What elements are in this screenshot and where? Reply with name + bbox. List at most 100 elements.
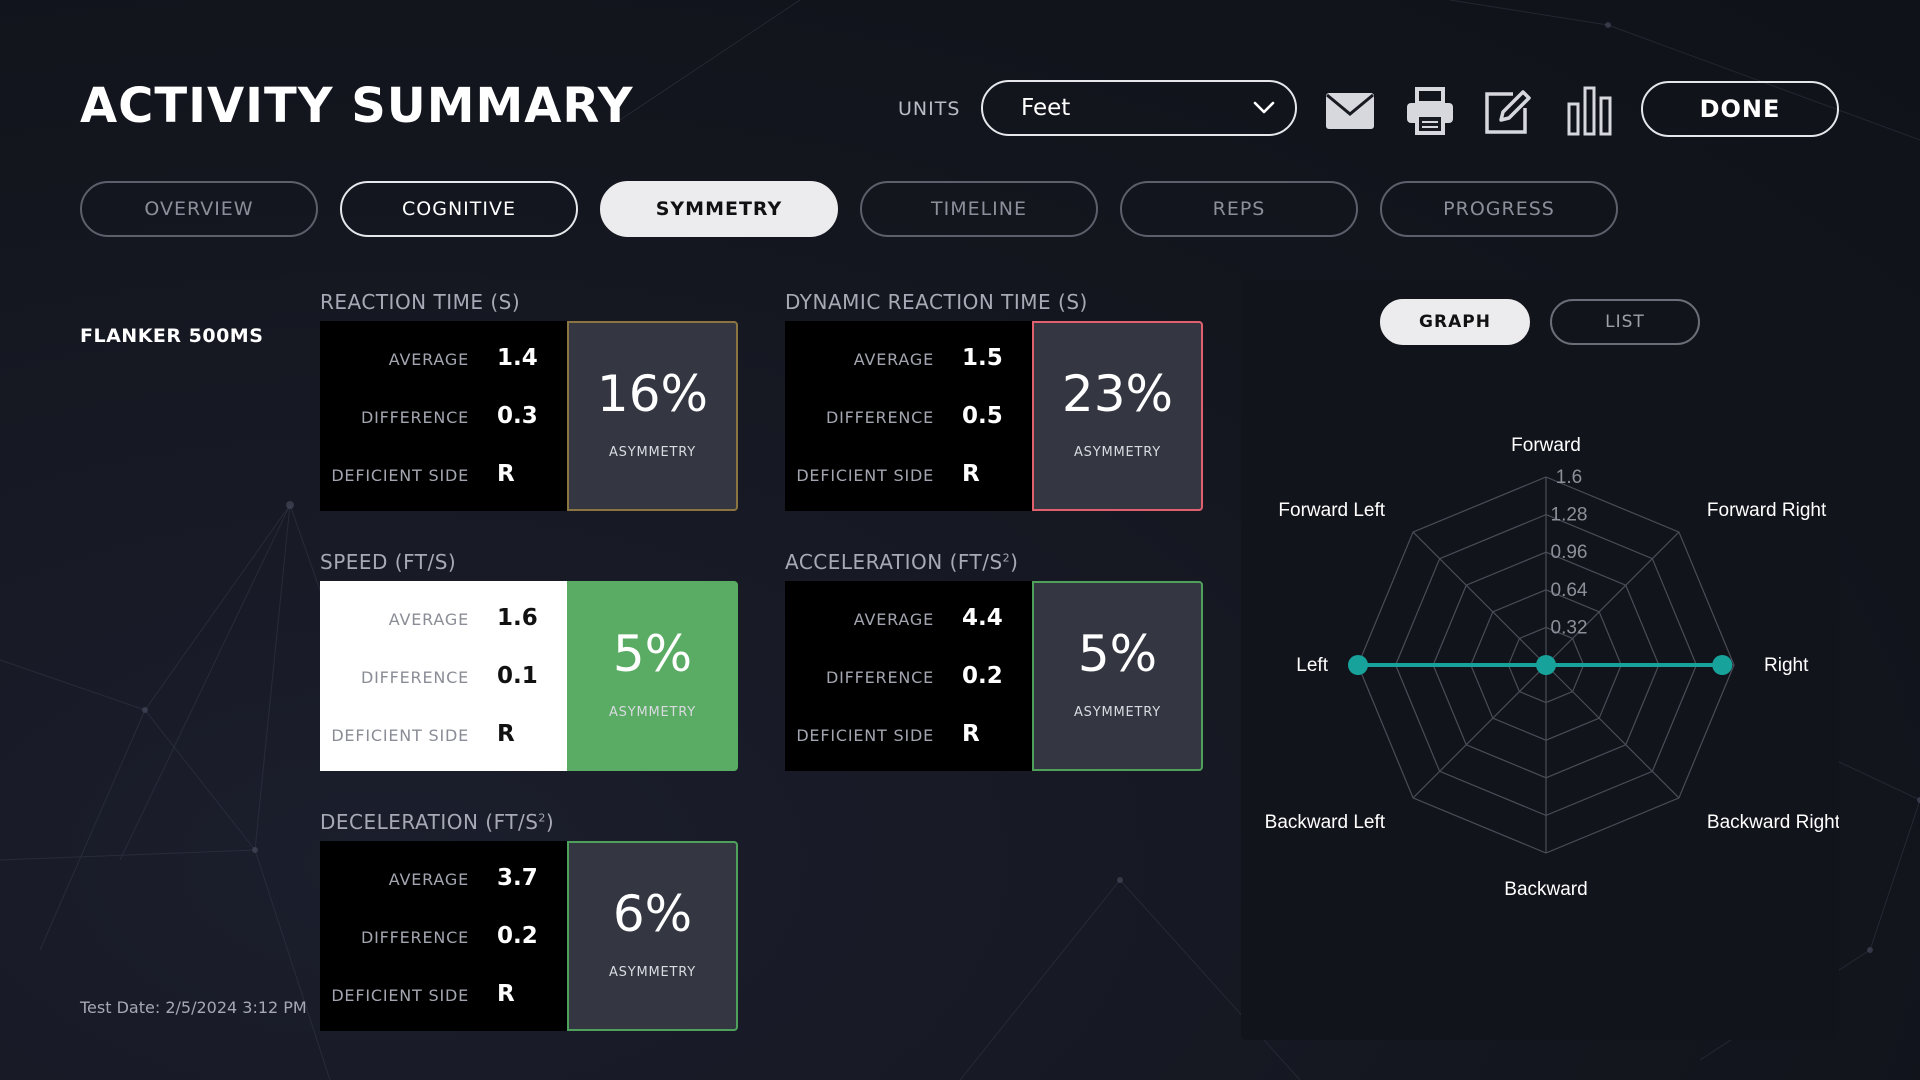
page-title: ACTIVITY SUMMARY [80,78,634,134]
asymmetry-box: 6% ASYMMETRY [567,841,738,1031]
deficient-side-label: DEFICIENT SIDE [331,726,469,745]
difference-label: DIFFERENCE [360,408,469,427]
tab-symmetry[interactable]: SYMMETRY [600,181,838,237]
deficient-side-value: R [497,461,515,487]
chevron-down-icon [1253,95,1275,121]
edit-button[interactable] [1480,83,1536,139]
radar-axis-label: Backward [1504,879,1587,900]
asymmetry-box: 16% ASYMMETRY [567,321,738,511]
asymmetry-box: 5% ASYMMETRY [567,581,738,771]
deficient-side-value: R [962,721,980,747]
tab-reps[interactable]: REPS [1120,181,1358,237]
asymmetry-box: 5% ASYMMETRY [1032,581,1203,771]
radar-axis-line [1412,664,1547,799]
card-stats: AVERAGE 4.4 DIFFERENCE 0.2 DEFICIENT SID… [785,581,1032,771]
asymmetry-value: 23% [1061,364,1174,423]
units-value: Feet [1021,95,1071,121]
test-name: FLANKER 500MS [80,325,264,347]
print-icon [1407,87,1453,135]
radar-axis-label: Forward [1511,435,1581,456]
tab-overview[interactable]: OVERVIEW [80,181,318,237]
asymmetry-label: ASYMMETRY [608,964,696,980]
done-button[interactable]: DONE [1641,81,1839,137]
average-value: 1.6 [497,605,538,631]
radar-axis-label: Right [1764,655,1809,676]
radar-axis-label: Backward Right [1707,812,1839,833]
email-icon [1326,93,1374,129]
radar-data-point [1348,655,1368,675]
asymmetry-value: 5% [1077,624,1158,683]
card-title-speed: SPEED (FT/S) [320,550,457,574]
radar-tick-label: 1.6 [1556,467,1582,488]
radar-tick-label: 0.96 [1551,542,1588,563]
edit-icon [1485,90,1531,134]
deficient-side-label: DEFICIENT SIDE [331,986,469,1005]
card-title-dynamic-reaction-time: DYNAMIC REACTION TIME (S) [785,290,1088,314]
radar-data-point [1712,655,1733,675]
metric-card-acceleration: AVERAGE 4.4 DIFFERENCE 0.2 DEFICIENT SID… [785,581,1203,771]
bar-chart-icon [1567,86,1612,136]
asymmetry-label: ASYMMETRY [608,444,696,460]
radar-axis-label: Forward Left [1278,500,1385,521]
test-date: Test Date: 2/5/2024 3:12 PM [80,998,307,1017]
average-value: 3.7 [497,865,538,891]
radar-chart: 1.6 1.28 0.96 0.64 0.32 Forward Forward Right R… [1265,435,1839,900]
average-value: 4.4 [962,605,1003,631]
metric-card-deceleration: AVERAGE 3.7 DIFFERENCE 0.2 DEFICIENT SID… [320,841,738,1031]
asymmetry-label: ASYMMETRY [1073,704,1161,720]
print-button[interactable] [1402,83,1458,139]
asymmetry-label: ASYMMETRY [1073,444,1161,460]
radar-axis-label: Backward Left [1265,812,1386,833]
radar-center-point [1536,655,1556,675]
average-label: AVERAGE [388,350,469,369]
card-title-reaction-time: REACTION TIME (S) [320,290,521,314]
average-value: 1.4 [497,345,538,371]
deficient-side-label: DEFICIENT SIDE [796,466,934,485]
average-label: AVERAGE [853,350,934,369]
tab-timeline[interactable]: TIMELINE [860,181,1098,237]
asymmetry-value: 5% [612,624,693,683]
average-value: 1.5 [962,345,1003,371]
asymmetry-box: 23% ASYMMETRY [1032,321,1203,511]
average-label: AVERAGE [388,870,469,889]
difference-value: 0.5 [962,403,1003,429]
deficient-side-label: DEFICIENT SIDE [796,726,934,745]
difference-label: DIFFERENCE [360,668,469,687]
asymmetry-value: 6% [612,884,693,943]
units-dropdown[interactable]: Feet [981,80,1297,136]
card-stats: AVERAGE 3.7 DIFFERENCE 0.2 DEFICIENT SID… [320,841,567,1031]
radar-axis-label: Forward Right [1707,500,1827,521]
difference-value: 0.2 [497,923,538,949]
average-label: AVERAGE [853,610,934,629]
difference-value: 0.1 [497,663,538,689]
card-stats: AVERAGE 1.4 DIFFERENCE 0.3 DEFICIENT SID… [320,321,567,511]
radar-axis-label: Left [1296,655,1328,676]
radar-axis-line [1545,531,1680,666]
difference-label: DIFFERENCE [360,928,469,947]
radar-tick-label: 0.64 [1551,580,1588,601]
radar-tick-label: 0.32 [1551,617,1588,638]
graph-toggle-button[interactable]: GRAPH [1380,299,1530,345]
difference-label: DIFFERENCE [825,408,934,427]
average-label: AVERAGE [388,610,469,629]
email-button[interactable] [1322,83,1378,139]
list-toggle-button[interactable]: LIST [1550,299,1700,345]
difference-label: DIFFERENCE [825,668,934,687]
card-stats: AVERAGE 1.5 DIFFERENCE 0.5 DEFICIENT SID… [785,321,1032,511]
radar-axis-line [1412,531,1547,666]
deficient-side-label: DEFICIENT SIDE [331,466,469,485]
units-label: UNITS [898,98,961,120]
stats-button[interactable] [1562,83,1618,139]
tab-cognitive[interactable]: COGNITIVE [340,181,578,237]
card-stats: AVERAGE 1.6 DIFFERENCE 0.1 DEFICIENT SID… [320,581,567,771]
tab-progress[interactable]: PROGRESS [1380,181,1618,237]
metric-card-dynamic-reaction-time: AVERAGE 1.5 DIFFERENCE 0.5 DEFICIENT SID… [785,321,1203,511]
metric-card-reaction-time: AVERAGE 1.4 DIFFERENCE 0.3 DEFICIENT SID… [320,321,738,511]
card-title-acceleration: ACCELERATION (FT/S2) [785,550,1019,574]
deficient-side-value: R [962,461,980,487]
difference-value: 0.3 [497,403,538,429]
deficient-side-value: R [497,721,515,747]
deficient-side-value: R [497,981,515,1007]
asymmetry-value: 16% [596,364,709,423]
card-title-deceleration: DECELERATION (FT/S2) [320,810,555,834]
